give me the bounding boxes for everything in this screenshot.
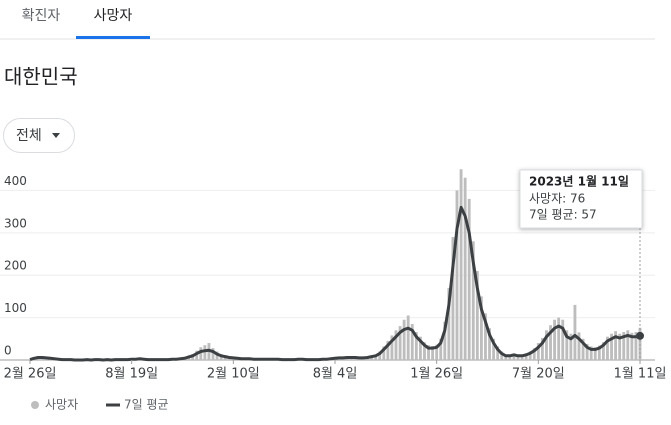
tab[interactable]: 확진자 (22, 8, 61, 24)
x-tick-label: 8월 4일 (313, 367, 358, 382)
y-tick-label: 200 (4, 259, 27, 273)
legend-swatch (31, 401, 39, 409)
filter-label[interactable]: 전체 (16, 128, 42, 144)
bar (574, 305, 577, 360)
bar (553, 320, 556, 360)
bar (460, 169, 463, 360)
y-tick-label: 100 (4, 301, 27, 315)
legend-label: 7일 평균 (124, 398, 169, 412)
tooltip-line: 사망자: 76 (529, 192, 585, 206)
tab-indicator (76, 36, 150, 39)
x-tick-label: 8월 19일 (105, 367, 158, 382)
bar (407, 315, 410, 360)
bar (464, 178, 467, 360)
y-tick-label: 300 (4, 216, 27, 230)
y-tick-label: 0 (4, 344, 12, 358)
x-tick-label: 2월 26일 (4, 367, 57, 382)
avg-line (30, 207, 640, 360)
x-tick-label: 1월 26일 (410, 367, 463, 382)
bar (203, 345, 206, 360)
region-title: 대한민국 (4, 65, 78, 89)
x-tick-label: 2월 10일 (207, 367, 260, 382)
legend-label: 사망자 (45, 398, 78, 412)
tooltip-title: 2023년 1월 11일 (529, 174, 629, 189)
x-tick-label: 7월 20일 (512, 367, 565, 382)
tab-active[interactable]: 사망자 (94, 8, 133, 24)
x-tick-label: 1월 11일 (614, 367, 667, 382)
bar (561, 320, 564, 360)
bar (557, 318, 560, 360)
bar (403, 320, 406, 360)
hover-dot (636, 332, 644, 340)
tooltip-line: 7일 평균: 57 (529, 208, 597, 222)
y-tick-label: 400 (4, 174, 27, 188)
